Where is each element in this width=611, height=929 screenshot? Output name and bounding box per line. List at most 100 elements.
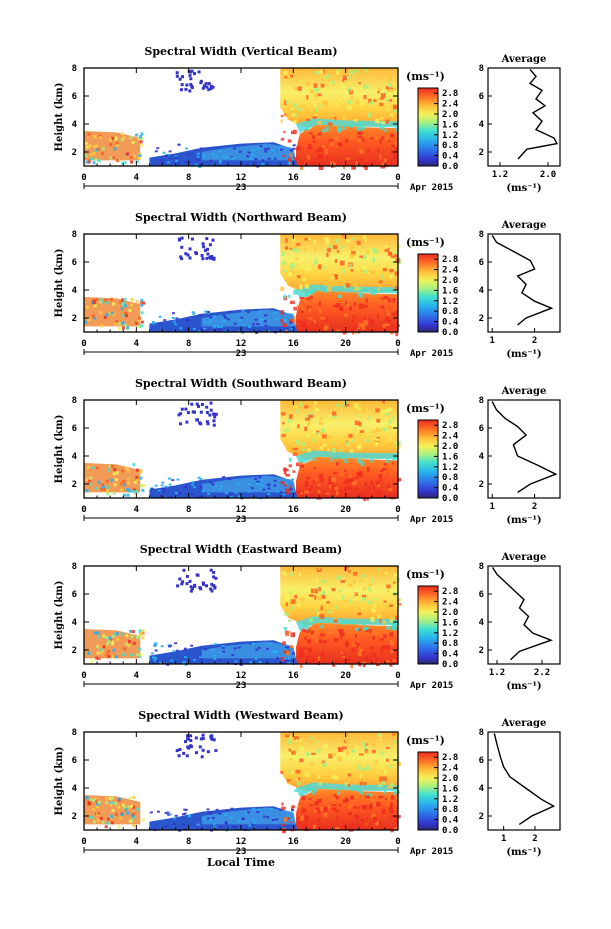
speckle-cell [379, 102, 384, 107]
speckle-cell [320, 478, 324, 483]
speckle-cell [289, 758, 293, 761]
speckle-cell [313, 104, 317, 108]
speckle-cell [195, 828, 199, 830]
speckle-cell [259, 145, 263, 148]
speckle-cell [367, 486, 371, 491]
speckle-cell [286, 782, 292, 785]
colorbar-tick-label: 1.2 [442, 795, 458, 805]
sparse-echo [193, 410, 196, 414]
average-x-label: (ms⁻¹) [506, 847, 541, 858]
speckle-cell [328, 402, 332, 407]
panel-4: Spectral Width (Eastward Beam)2468Height… [54, 543, 561, 692]
speckle-cell [347, 105, 352, 110]
speckle-cell [292, 447, 298, 451]
speckle-cell [375, 480, 381, 485]
speckle-cell [284, 113, 287, 116]
speckle-cell [326, 252, 329, 258]
colorbar-tick-label: 0.0 [442, 494, 458, 504]
speckle-cell [208, 818, 212, 821]
speckle-cell [363, 95, 367, 100]
speckle-cell [289, 645, 294, 649]
speckle-cell [124, 808, 128, 812]
speckle-cell [90, 659, 94, 663]
speckle-cell [123, 161, 127, 165]
speckle-cell [307, 281, 311, 285]
speckle-cell [299, 815, 304, 821]
speckle-cell [380, 93, 386, 99]
speckle-cell [193, 658, 196, 661]
colorbar-tick-label: 2.8 [442, 587, 458, 597]
speckle-cell [215, 156, 219, 158]
speckle-cell [85, 478, 89, 482]
speckle-cell [116, 638, 120, 641]
speckle-cell [309, 618, 313, 622]
speckle-cell [379, 617, 382, 623]
sparse-echo [182, 568, 186, 572]
speckle-cell [206, 310, 210, 313]
speckle-cell [162, 151, 166, 154]
speckle-cell [87, 160, 91, 164]
transition-band [295, 284, 398, 300]
speckle-cell [370, 803, 373, 807]
speckle-cell [361, 567, 367, 572]
speckle-cell [391, 150, 395, 154]
speckle-cell [93, 135, 97, 139]
speckle-cell [322, 590, 325, 595]
speckle-cell [127, 805, 131, 809]
average-profile-line [491, 235, 554, 326]
average-frame [487, 67, 561, 167]
speckle-cell [84, 154, 88, 158]
average-y-tick-label: 4 [479, 120, 485, 130]
speckle-cell [345, 478, 349, 484]
speckle-cell [323, 812, 328, 818]
speckle-cell [105, 796, 109, 800]
speckle-cell [349, 822, 355, 827]
speckle-cell [284, 100, 287, 106]
speckle-cell [381, 403, 385, 408]
sparse-echo [205, 584, 208, 588]
sparse-echo [179, 255, 183, 259]
speckle-cell [138, 156, 142, 160]
speckle-cell [107, 650, 110, 653]
speckle-cell [245, 163, 249, 166]
speckle-cell [358, 790, 363, 794]
sparse-echo [175, 749, 179, 753]
sparse-echo [199, 79, 203, 83]
speckle-cell [287, 139, 292, 143]
speckle-cell [386, 108, 390, 111]
speckle-cell [394, 285, 399, 291]
colorbar-tick-label: 1.2 [442, 463, 458, 473]
speckle-cell [98, 136, 102, 140]
speckle-cell [389, 404, 394, 408]
speckle-cell [346, 440, 349, 446]
speckle-cell [135, 468, 139, 472]
speckle-cell [364, 238, 367, 242]
speckle-cell [141, 636, 145, 640]
speckle-cell [104, 825, 108, 829]
speckle-cell [315, 416, 320, 420]
speckle-cell [276, 490, 280, 493]
speckle-cell [128, 819, 132, 823]
speckle-cell [374, 429, 380, 432]
speckle-cell [328, 244, 332, 250]
speckle-cell [289, 414, 293, 419]
speckle-cell [231, 156, 235, 159]
speckle-cell [287, 662, 291, 664]
speckle-cell [306, 268, 312, 271]
speckle-cell [344, 487, 348, 492]
speckle-cell [349, 274, 352, 278]
speckle-cell [128, 309, 132, 312]
speckle-cell [294, 594, 298, 599]
average-profile-line [517, 68, 559, 160]
speckle-cell [370, 320, 374, 325]
speckle-cell [218, 812, 222, 815]
speckle-cell [393, 661, 399, 664]
speckle-cell [306, 626, 309, 631]
speckle-cell [375, 657, 379, 663]
speckle-cell [379, 154, 382, 160]
x-axis-label: Local Time [207, 856, 275, 869]
speckle-cell [304, 483, 309, 487]
speckle-cell [380, 469, 384, 472]
speckle-cell [366, 249, 370, 254]
speckle-cell [390, 87, 393, 90]
